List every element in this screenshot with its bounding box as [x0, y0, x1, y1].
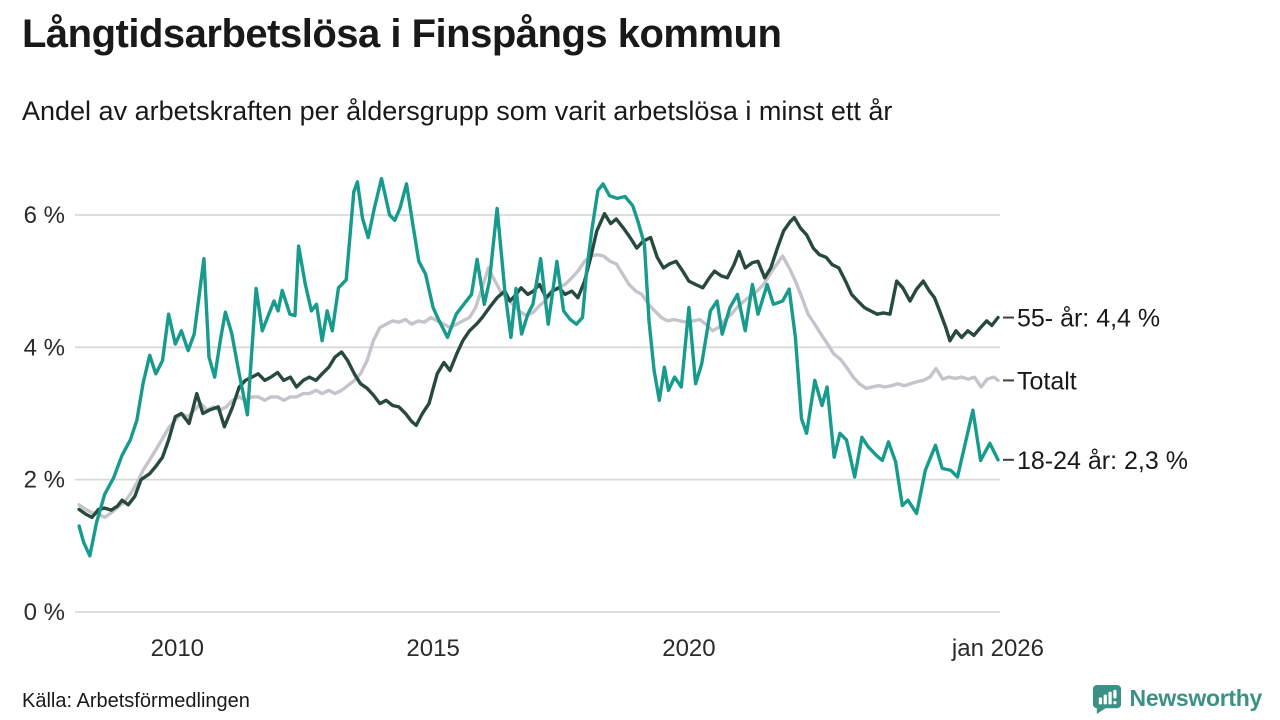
x-tick-label: 2010: [151, 635, 204, 662]
series-line-Totalt: [77, 252, 1000, 520]
x-tick-label: 2015: [406, 635, 459, 662]
y-tick-label: 6 %: [24, 202, 65, 229]
line-chart: 0 % 2 % 4 % 6 % 2010 2015 2020 jan 2026 Totalt 55…: [24, 176, 1188, 662]
series-label-55--år: 55- år: 4,4 %: [1017, 305, 1160, 333]
y-tick-label: 2 %: [24, 467, 65, 494]
x-tick-label: jan 2026: [951, 635, 1044, 662]
series-line-18-24-år: [77, 176, 1000, 558]
newsworthy-logo-icon: [1092, 684, 1121, 714]
newsworthy-brand: Newsworthy: [1091, 683, 1262, 714]
series-label-Totalt: Totalt: [1017, 367, 1077, 395]
chart-subtitle: Andel av arbetskraften per åldersgrupp s…: [22, 96, 893, 126]
y-tick-label: 0 %: [24, 599, 65, 626]
x-tick-label: 2020: [662, 635, 715, 662]
y-tick-label: 4 %: [24, 334, 65, 361]
series-label-18-24-år: 18-24 år: 2,3 %: [1017, 447, 1188, 475]
chart-title: Långtidsarbetslösa i Finspångs kommun: [22, 12, 782, 56]
newsworthy-wordmark: Newsworthy: [1129, 685, 1263, 711]
source-text: Källa: Arbetsförmedlingen: [22, 690, 250, 712]
